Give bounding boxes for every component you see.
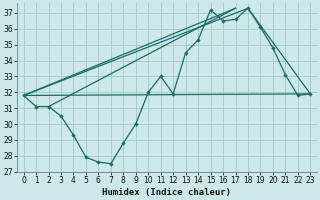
X-axis label: Humidex (Indice chaleur): Humidex (Indice chaleur) (102, 188, 231, 197)
